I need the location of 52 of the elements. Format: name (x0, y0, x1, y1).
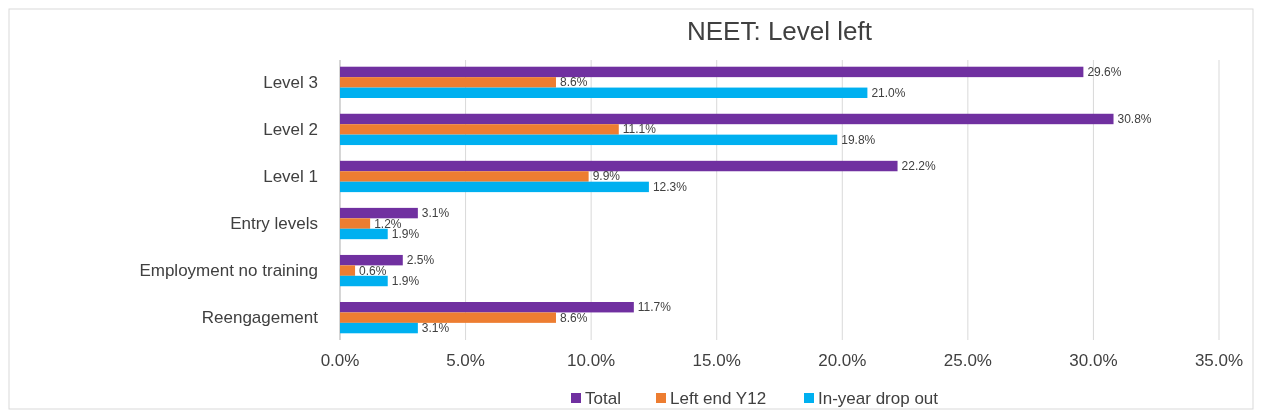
chart-title: NEET: Level left (687, 16, 873, 46)
legend-label: Total (585, 388, 621, 408)
bar (340, 275, 388, 287)
bar (340, 322, 418, 334)
data-label: 30.8% (1117, 111, 1152, 126)
data-label: 1.9% (391, 274, 420, 289)
data-label: 29.6% (1087, 64, 1122, 79)
bar (340, 254, 403, 266)
y-tick-label: Employment no training (139, 261, 318, 281)
y-tick-label: Entry levels (230, 214, 318, 234)
bar (340, 312, 556, 323)
bar (340, 87, 868, 98)
x-tick-label: 5.0% (446, 351, 485, 370)
y-tick-label: Level 2 (263, 119, 318, 139)
data-label: 11.7% (637, 300, 672, 315)
bar (340, 77, 556, 88)
bar (340, 181, 649, 193)
data-label: 2.5% (406, 253, 435, 268)
data-label: 0.6% (359, 263, 387, 278)
bar (340, 134, 838, 146)
data-label: 21.0% (871, 85, 906, 100)
x-tick-label: 30.0% (1069, 351, 1118, 370)
legend-label: Left end Y12 (670, 388, 767, 408)
y-tick-label: Level 3 (263, 72, 318, 92)
x-tick-label: 10.0% (567, 351, 616, 370)
x-tick-label: 25.0% (943, 351, 992, 370)
bar (340, 124, 619, 135)
bar (340, 66, 1084, 78)
bar (340, 218, 371, 229)
data-label: 11.1% (622, 122, 657, 137)
bar (340, 207, 418, 219)
x-tick-label: 15.0% (692, 351, 741, 370)
bar (340, 113, 1114, 125)
bar (340, 171, 589, 182)
data-label: 19.8% (841, 132, 876, 147)
data-label: 8.6% (559, 75, 588, 90)
legend-label: In-year drop out (818, 388, 939, 408)
x-tick-label: 35.0% (1194, 351, 1244, 370)
data-label: 22.2% (901, 159, 936, 174)
bar (340, 302, 634, 313)
data-label: 9.9% (592, 169, 621, 184)
data-label: 12.3% (652, 179, 688, 194)
bar (340, 160, 898, 172)
x-tick-label: 20.0% (818, 351, 867, 370)
y-tick-label: Reengagement (201, 308, 319, 328)
data-label: 3.1% (421, 206, 450, 221)
data-label: 8.6% (559, 310, 588, 325)
bar (340, 265, 356, 276)
data-label: 3.1% (421, 321, 450, 336)
bar (340, 228, 388, 240)
x-tick-label: 0.0% (320, 351, 360, 370)
y-tick-label: Level 1 (263, 166, 318, 186)
